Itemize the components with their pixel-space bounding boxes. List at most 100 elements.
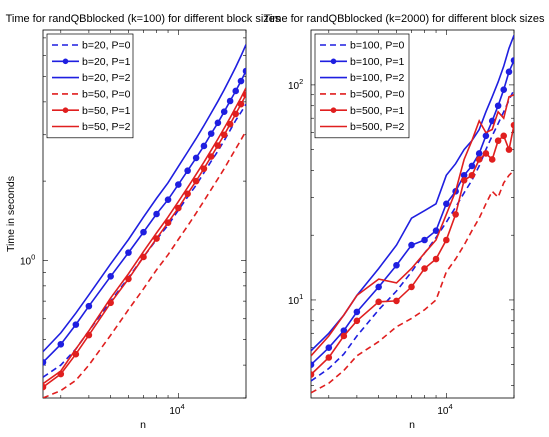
data-point bbox=[482, 132, 490, 140]
data-point bbox=[488, 156, 496, 163]
tick-exponent: 1 bbox=[299, 292, 303, 301]
legend-marker bbox=[330, 107, 337, 113]
y-tick-label: 101 bbox=[288, 292, 303, 307]
series-line-b-500-p-0 bbox=[311, 169, 514, 394]
x-axis-label: n bbox=[409, 419, 415, 431]
legend-entry: b=20, P=0 bbox=[82, 40, 131, 52]
data-point bbox=[220, 131, 228, 139]
data-point bbox=[505, 146, 513, 153]
data-point bbox=[57, 340, 65, 348]
data-point bbox=[325, 354, 333, 361]
data-point bbox=[432, 255, 440, 263]
legend-entry: b=500, P=1 bbox=[350, 105, 404, 117]
data-point bbox=[214, 119, 222, 127]
data-point bbox=[500, 86, 508, 93]
legend-entry: b=500, P=2 bbox=[350, 121, 404, 133]
minor-ticks bbox=[311, 30, 515, 398]
tick-exponent: 4 bbox=[180, 402, 184, 411]
data-point bbox=[468, 171, 476, 179]
chart-k2000: Time for randQBblocked (k=2000) for diff… bbox=[264, 13, 545, 431]
data-point bbox=[200, 142, 208, 150]
legend-box bbox=[314, 33, 410, 139]
series-layer bbox=[311, 35, 514, 394]
data-point bbox=[443, 236, 450, 244]
data-point bbox=[443, 200, 450, 208]
series-line-b-100-p-0 bbox=[311, 89, 514, 382]
data-point bbox=[237, 77, 245, 85]
legend-entry: b=50, P=2 bbox=[82, 121, 131, 133]
data-point bbox=[494, 137, 502, 145]
data-point bbox=[207, 153, 215, 160]
data-point bbox=[421, 265, 428, 272]
data-point bbox=[325, 344, 333, 351]
data-point bbox=[184, 190, 191, 198]
tick-exponent: 4 bbox=[448, 402, 452, 411]
data-point bbox=[164, 219, 172, 227]
data-point bbox=[43, 358, 47, 366]
x-axis-label: n bbox=[140, 419, 146, 431]
legend-entry: b=50, P=1 bbox=[82, 105, 131, 117]
data-point bbox=[421, 236, 428, 244]
tick-base: 10 bbox=[288, 296, 300, 307]
data-point bbox=[452, 211, 459, 218]
chart-k100: Time for randQBblocked (k=100) for diffe… bbox=[5, 13, 281, 431]
data-point bbox=[353, 308, 361, 316]
legend: b=20, P=0 b=20, P=1 b=20, P=2 b=50, P=0 b=50… bbox=[46, 33, 134, 139]
data-point bbox=[311, 361, 315, 368]
y-tick-label: 102 bbox=[288, 77, 303, 92]
data-point bbox=[375, 298, 382, 306]
legend-entry: b=100, P=0 bbox=[350, 40, 404, 52]
data-point bbox=[226, 97, 234, 105]
data-point bbox=[125, 249, 132, 256]
data-point bbox=[140, 228, 147, 236]
x-tick-label: 104 bbox=[169, 402, 184, 417]
legend-entry: b=500, P=0 bbox=[350, 89, 404, 101]
data-point bbox=[510, 121, 514, 129]
data-point bbox=[184, 167, 191, 175]
data-point bbox=[475, 156, 483, 163]
data-point bbox=[460, 177, 468, 184]
data-point bbox=[242, 67, 246, 75]
data-point bbox=[85, 302, 93, 310]
data-point bbox=[468, 162, 476, 170]
data-point bbox=[207, 130, 215, 137]
series-line-b-100-p-2 bbox=[311, 35, 514, 352]
data-point bbox=[475, 150, 483, 157]
y-tick-label: 100 bbox=[20, 252, 35, 267]
legend-entry: b=20, P=2 bbox=[82, 72, 131, 84]
data-point bbox=[353, 317, 361, 325]
data-point bbox=[408, 283, 415, 291]
legend-marker bbox=[330, 58, 337, 65]
data-point bbox=[164, 196, 172, 203]
data-point bbox=[393, 297, 400, 305]
data-point bbox=[72, 321, 80, 328]
data-point bbox=[408, 241, 415, 249]
legend-marker bbox=[62, 58, 69, 65]
data-point bbox=[175, 181, 182, 188]
data-point bbox=[432, 227, 440, 234]
legend-entry: b=50, P=0 bbox=[82, 89, 131, 101]
data-point bbox=[500, 132, 508, 140]
data-point bbox=[510, 57, 514, 64]
series-line-b-50-p-2 bbox=[43, 87, 246, 385]
tick-base: 10 bbox=[288, 81, 300, 92]
legend-entry: b=100, P=2 bbox=[350, 72, 404, 84]
legend-entry: b=20, P=1 bbox=[82, 56, 131, 68]
data-point bbox=[375, 283, 382, 291]
data-point bbox=[175, 204, 182, 212]
legend-entry: b=100, P=1 bbox=[350, 56, 404, 68]
data-point bbox=[43, 383, 47, 391]
data-point bbox=[232, 87, 240, 95]
data-point bbox=[214, 142, 222, 149]
series-layer bbox=[43, 44, 246, 398]
tick-base: 10 bbox=[20, 256, 32, 267]
chart-title: Time for randQBblocked (k=2000) for diff… bbox=[264, 13, 545, 25]
chart-title: Time for randQBblocked (k=100) for diffe… bbox=[6, 13, 281, 25]
data-point bbox=[311, 371, 315, 378]
data-point bbox=[505, 68, 513, 76]
data-point bbox=[494, 102, 502, 110]
x-tick-label: 104 bbox=[437, 402, 452, 417]
data-point bbox=[153, 235, 160, 242]
data-point bbox=[107, 272, 114, 280]
